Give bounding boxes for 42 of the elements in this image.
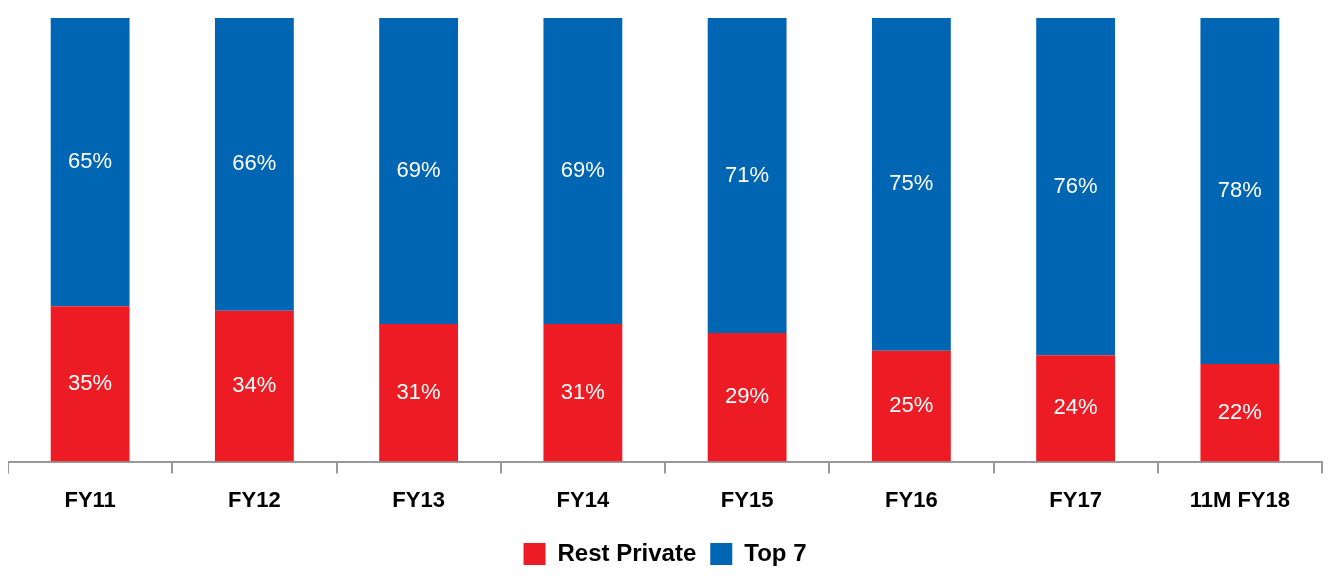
bar bbox=[707, 18, 787, 333]
data-label: 75% bbox=[889, 170, 934, 196]
bar bbox=[214, 310, 294, 462]
x-tick-label: FY15 bbox=[720, 486, 774, 512]
data-label: 35% bbox=[68, 370, 113, 396]
bar bbox=[1200, 364, 1280, 462]
legend-label: Rest Private bbox=[557, 538, 697, 566]
data-label: 31% bbox=[560, 378, 605, 404]
bar bbox=[50, 18, 130, 307]
x-tick-label: FY16 bbox=[885, 486, 938, 512]
data-label: 71% bbox=[725, 161, 770, 187]
bar bbox=[543, 18, 623, 325]
bar bbox=[871, 350, 951, 462]
x-tick-label: FY17 bbox=[1049, 486, 1102, 512]
bar bbox=[1200, 18, 1280, 365]
legend-label: Top 7 bbox=[744, 538, 807, 566]
data-label: 29% bbox=[725, 383, 770, 409]
bar bbox=[543, 324, 623, 462]
bar bbox=[379, 324, 459, 462]
bar bbox=[1036, 18, 1116, 356]
x-tick-label: FY14 bbox=[556, 486, 610, 512]
data-label: 69% bbox=[560, 157, 605, 183]
bar bbox=[379, 18, 459, 325]
data-label: 24% bbox=[1053, 394, 1098, 420]
data-label: 31% bbox=[396, 378, 441, 404]
x-tick-label: FY11 bbox=[64, 486, 116, 512]
data-label: 65% bbox=[68, 148, 113, 174]
bar bbox=[214, 18, 294, 311]
data-label: 76% bbox=[1053, 172, 1098, 198]
x-tick-label: FY12 bbox=[228, 486, 281, 512]
bar bbox=[707, 332, 787, 462]
x-tick-label: 11M FY18 bbox=[1189, 486, 1291, 512]
data-label: 34% bbox=[232, 372, 277, 398]
bar bbox=[50, 306, 130, 462]
bar bbox=[1036, 355, 1116, 462]
bar bbox=[871, 18, 951, 351]
data-label: 66% bbox=[232, 150, 277, 176]
x-tick-label: FY13 bbox=[392, 486, 445, 512]
data-label: 78% bbox=[1217, 177, 1262, 203]
data-label: 69% bbox=[396, 157, 441, 183]
data-label: 25% bbox=[889, 392, 934, 418]
data-label: 22% bbox=[1217, 398, 1262, 424]
